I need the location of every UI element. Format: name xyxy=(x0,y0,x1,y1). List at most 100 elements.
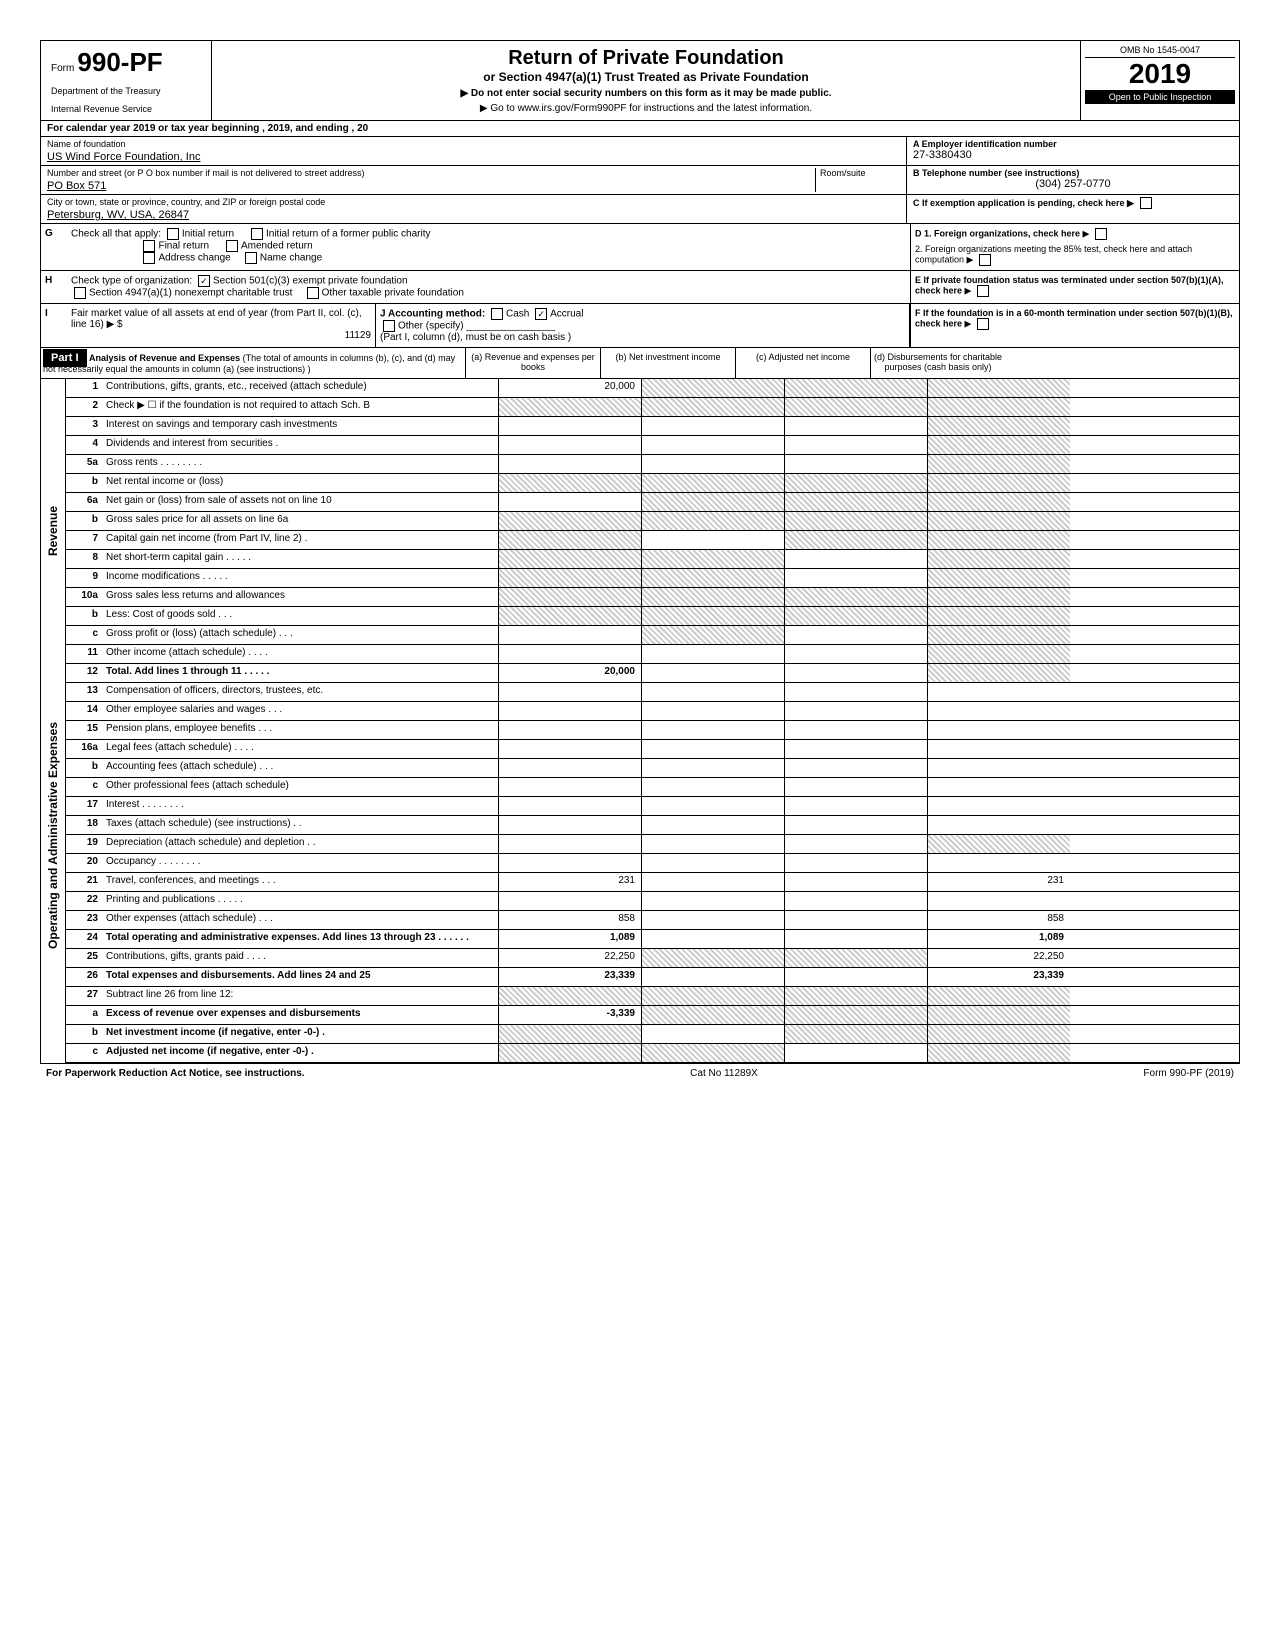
c-checkbox[interactable] xyxy=(1140,197,1152,209)
tax-year: 2019 xyxy=(1085,58,1235,90)
d1-label: D 1. Foreign organizations, check here xyxy=(915,228,1080,238)
other-taxable-checkbox[interactable] xyxy=(307,287,319,299)
form-header: Form 990-PF Department of the Treasury I… xyxy=(41,41,1239,121)
amended-return-checkbox[interactable] xyxy=(226,240,238,252)
i-letter: I xyxy=(41,304,67,347)
row-23: 23Other expenses (attach schedule) . . .… xyxy=(66,911,1239,930)
fmv-cell: Fair market value of all assets at end o… xyxy=(67,304,376,347)
j-note: (Part I, column (d), must be on cash bas… xyxy=(380,332,571,343)
e-cell: E If private foundation status was termi… xyxy=(910,271,1239,303)
row-1: 1Contributions, gifts, grants, etc., rec… xyxy=(66,379,1239,398)
part1-headers: Part I Analysis of Revenue and Expenses … xyxy=(41,348,1239,379)
cash-checkbox[interactable] xyxy=(491,308,503,320)
expenses-body: 13Compensation of officers, directors, t… xyxy=(66,683,1239,987)
row-22: 22Printing and publications . . . . . xyxy=(66,892,1239,911)
phone-label: B Telephone number (see instructions) xyxy=(913,168,1233,178)
former-charity-checkbox[interactable] xyxy=(251,228,263,240)
row-10c: cGross profit or (loss) (attach schedule… xyxy=(66,626,1239,645)
row-4: 4Dividends and interest from securities … xyxy=(66,436,1239,455)
row-3: 3Interest on savings and temporary cash … xyxy=(66,417,1239,436)
address-phone-row: Number and street (or P O box number if … xyxy=(41,166,1239,195)
addr-value: PO Box 571 xyxy=(47,180,815,192)
fmv-row: I Fair market value of all assets at end… xyxy=(41,304,1239,348)
accounting-method-cell: J Accounting method: Cash ✓Accrual Other… xyxy=(376,304,910,347)
row-14: 14Other employee salaries and wages . . … xyxy=(66,702,1239,721)
name-label: Name of foundation xyxy=(47,139,900,149)
foundation-name: US Wind Force Foundation, Inc xyxy=(47,151,900,163)
form-subtitle: or Section 4947(a)(1) Trust Treated as P… xyxy=(218,70,1074,84)
public-inspection: Open to Public Inspection xyxy=(1085,90,1235,104)
row-20: 20Occupancy . . . . . . . . xyxy=(66,854,1239,873)
name-change-checkbox[interactable] xyxy=(245,252,257,264)
row-16b: bAccounting fees (attach schedule) . . . xyxy=(66,759,1239,778)
year-cell: OMB No 1545-0047 2019 Open to Public Ins… xyxy=(1080,41,1239,120)
city-label: City or town, state or province, country… xyxy=(47,197,900,207)
row-19: 19Depreciation (attach schedule) and dep… xyxy=(66,835,1239,854)
ssn-warning: ▶ Do not enter social security numbers o… xyxy=(218,88,1074,99)
row-21: 21Travel, conferences, and meetings . . … xyxy=(66,873,1239,892)
part1-title: Analysis of Revenue and Expenses xyxy=(89,353,240,363)
row-8: 8Net short-term capital gain . . . . . xyxy=(66,550,1239,569)
col-a-header: (a) Revenue and expenses per books xyxy=(465,348,600,378)
line27-body: 27Subtract line 26 from line 12: aExcess… xyxy=(66,987,1239,1063)
foundation-name-cell: Name of foundation US Wind Force Foundat… xyxy=(41,137,907,165)
j-label: J Accounting method: xyxy=(380,309,485,320)
row-26: 26Total expenses and disbursements. Add … xyxy=(66,968,1239,987)
line27-section: 27Subtract line 26 from line 12: aExcess… xyxy=(41,987,1239,1063)
row-12: 12Total. Add lines 1 through 11 . . . . … xyxy=(66,664,1239,683)
city-cell: City or town, state or province, country… xyxy=(41,195,907,223)
h-row: H Check type of organization: ✓Section 5… xyxy=(41,271,1239,304)
row-6b: bGross sales price for all assets on lin… xyxy=(66,512,1239,531)
e-checkbox[interactable] xyxy=(977,285,989,297)
row-18: 18Taxes (attach schedule) (see instructi… xyxy=(66,816,1239,835)
dept-treasury: Department of the Treasury xyxy=(51,86,201,96)
city-c-row: City or town, state or province, country… xyxy=(41,195,1239,224)
f-label: F If the foundation is in a 60-month ter… xyxy=(915,308,1233,328)
line27-side xyxy=(41,987,66,1063)
g-content: Check all that apply: Initial return Ini… xyxy=(67,224,910,270)
accrual-checkbox[interactable]: ✓ xyxy=(535,308,547,320)
h-label: Check type of organization: xyxy=(71,276,192,287)
row-27a: aExcess of revenue over expenses and dis… xyxy=(66,1006,1239,1025)
other-method-checkbox[interactable] xyxy=(383,320,395,332)
row-27: 27Subtract line 26 from line 12: xyxy=(66,987,1239,1006)
ein-value: 27-3380430 xyxy=(913,149,1233,161)
form-ref: Form 990-PF (2019) xyxy=(1143,1068,1234,1079)
city-value: Petersburg, WV, USA, 26847 xyxy=(47,209,900,221)
form-label: Form xyxy=(51,63,74,74)
address-cell: Number and street (or P O box number if … xyxy=(41,166,907,194)
g-label: Check all that apply: xyxy=(71,229,161,240)
initial-return-checkbox[interactable] xyxy=(167,228,179,240)
row-16c: cOther professional fees (attach schedul… xyxy=(66,778,1239,797)
final-return-checkbox[interactable] xyxy=(143,240,155,252)
phone-cell: B Telephone number (see instructions) (3… xyxy=(907,166,1239,194)
row-15: 15Pension plans, employee benefits . . . xyxy=(66,721,1239,740)
address-change-checkbox[interactable] xyxy=(143,252,155,264)
f-checkbox[interactable] xyxy=(977,318,989,330)
c-label: C If exemption application is pending, c… xyxy=(913,198,1134,208)
phone-value: (304) 257-0770 xyxy=(913,178,1233,190)
row-10b: bLess: Cost of goods sold . . . xyxy=(66,607,1239,626)
row-5a: 5aGross rents . . . . . . . . xyxy=(66,455,1239,474)
expenses-side-label: Operating and Administrative Expenses xyxy=(41,683,66,987)
form-990pf: Form 990-PF Department of the Treasury I… xyxy=(40,40,1240,1064)
col-b-header: (b) Net investment income xyxy=(600,348,735,378)
d1-checkbox[interactable] xyxy=(1095,228,1107,240)
row-9: 9Income modifications . . . . . xyxy=(66,569,1239,588)
name-ein-row: Name of foundation US Wind Force Foundat… xyxy=(41,137,1239,166)
cat-number: Cat No 11289X xyxy=(690,1068,758,1079)
d2-checkbox[interactable] xyxy=(979,254,991,266)
addr-label: Number and street (or P O box number if … xyxy=(47,168,815,178)
omb-number: OMB No 1545-0047 xyxy=(1085,45,1235,58)
calendar-year-text: For calendar year 2019 or tax year begin… xyxy=(41,121,374,136)
calendar-year-row: For calendar year 2019 or tax year begin… xyxy=(41,121,1239,137)
d2-label: 2. Foreign organizations meeting the 85%… xyxy=(915,244,1192,264)
room-label: Room/suite xyxy=(820,168,900,178)
501c3-checkbox[interactable]: ✓ xyxy=(198,275,210,287)
revenue-side-label: Revenue xyxy=(41,379,66,683)
paperwork-notice: For Paperwork Reduction Act Notice, see … xyxy=(46,1068,305,1079)
fmv-label: Fair market value of all assets at end o… xyxy=(71,308,362,330)
fmv-value: 11129 xyxy=(71,330,371,341)
4947-checkbox[interactable] xyxy=(74,287,86,299)
f-cell: F If the foundation is in a 60-month ter… xyxy=(910,304,1239,347)
